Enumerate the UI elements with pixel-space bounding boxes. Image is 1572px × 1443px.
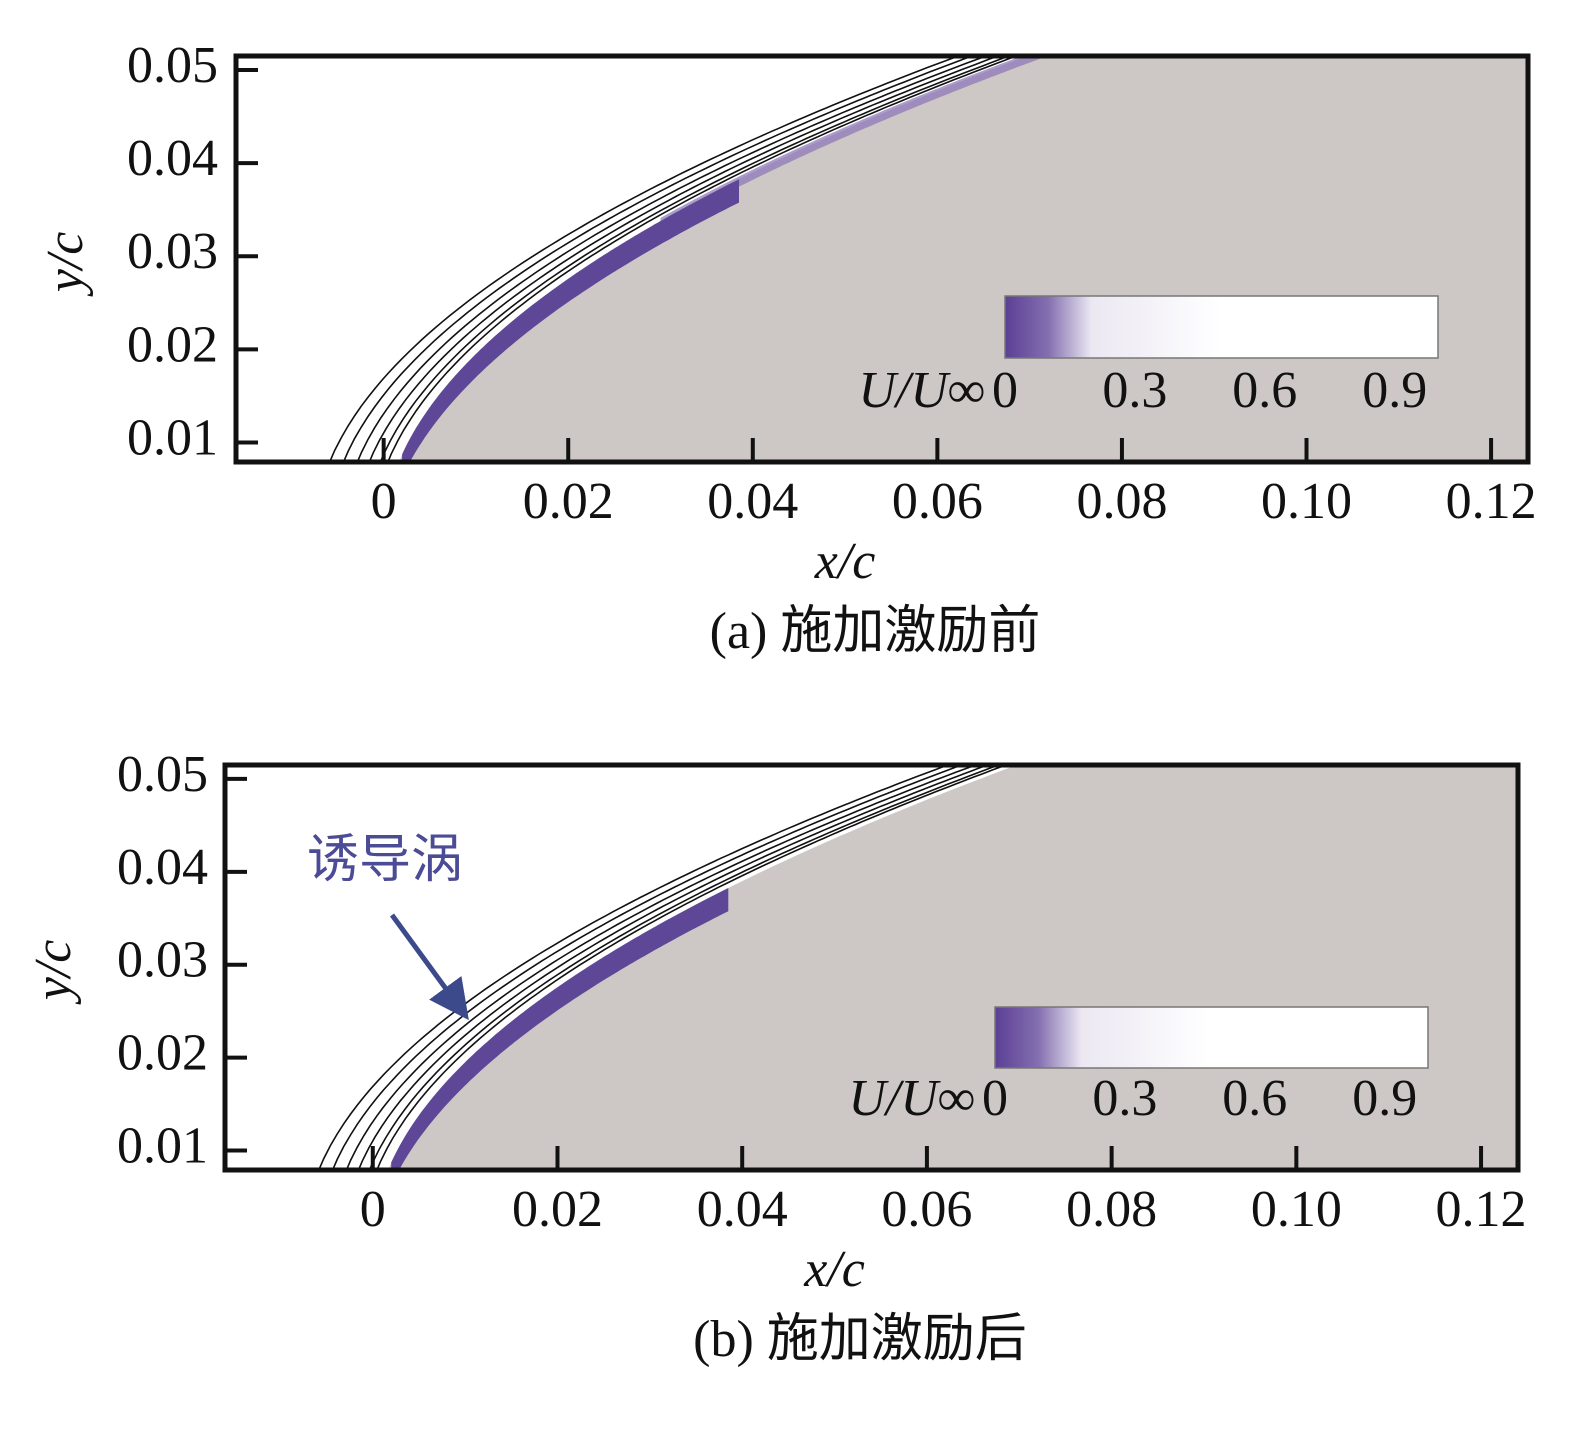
x-tick-label: 0.04: [697, 1181, 788, 1238]
x-tick-label: 0.06: [892, 473, 983, 530]
y-tick-label: 0.02: [127, 316, 218, 373]
x-axis-label: x/c: [814, 533, 876, 590]
y-axis-label: y/c: [25, 940, 82, 1006]
x-tick-label: 0.12: [1446, 473, 1537, 530]
x-tick-label: 0.08: [1076, 473, 1167, 530]
y-tick-label: 0.01: [127, 409, 218, 466]
x-tick-label: 0.06: [881, 1181, 972, 1238]
contour-line: [342, 56, 975, 462]
reverse-flow-band: [402, 179, 739, 462]
axes-frame: [233, 53, 1531, 465]
colorbar: [1004, 295, 1439, 359]
contour-line: [345, 765, 978, 1170]
contour-line: [331, 765, 964, 1170]
colorbar-tick-label: 0.6: [1222, 1070, 1287, 1127]
colorbar: [994, 1006, 1429, 1069]
y-tick-label: 0.04: [127, 130, 218, 187]
contour-line: [368, 765, 1001, 1170]
x-tick-label: 0.02: [512, 1181, 603, 1238]
contour-line: [317, 765, 950, 1170]
x-tick-label: 0.04: [707, 473, 798, 530]
y-tick-label: 0.03: [127, 223, 218, 280]
contour-line: [376, 765, 1009, 1170]
airfoil-region: [399, 56, 1528, 462]
x-tick-label: 0.02: [523, 473, 614, 530]
x-tick-label: 0.12: [1436, 1181, 1527, 1238]
colorbar-tick-label: 0.9: [1352, 1070, 1417, 1127]
reverse-flow-band: [391, 888, 729, 1170]
colorbar-label: U/U∞: [848, 1070, 975, 1127]
y-tick-label: 0.01: [117, 1117, 208, 1174]
plot-area: [236, 56, 1528, 462]
x-tick-label: 0.10: [1251, 1181, 1342, 1238]
contour-line: [356, 56, 989, 462]
colorbar-tick-label: 0.3: [1092, 1070, 1157, 1127]
caption: (b) 施加激励后: [693, 1311, 1027, 1368]
x-tick-label: 0: [360, 1181, 386, 1238]
y-tick-label: 0.05: [117, 746, 208, 803]
annotation: 诱导涡: [307, 832, 463, 889]
x-tick-label: 0.08: [1066, 1181, 1157, 1238]
y-axis-label: y/c: [37, 232, 94, 298]
annotation-arrow: [389, 913, 469, 1021]
x-tick-label: 0: [371, 473, 397, 530]
contour-line: [387, 56, 1019, 462]
colorbar-tick-label: 0.9: [1362, 362, 1427, 419]
colorbar-tick-label: 0: [982, 1070, 1008, 1127]
contour-line: [379, 56, 1012, 462]
y-tick-label: 0.02: [117, 1025, 208, 1082]
x-tick-label: 0.10: [1261, 473, 1352, 530]
y-tick-label: 0.05: [127, 37, 218, 94]
y-tick-label: 0.03: [117, 932, 208, 989]
colorbar-tick-label: 0.6: [1232, 362, 1297, 419]
colorbar-tick-label: 0.3: [1102, 362, 1167, 419]
caption: (a) 施加激励前: [710, 603, 1041, 660]
colorbar-label: U/U∞: [858, 362, 985, 419]
contour-line: [328, 56, 961, 462]
axes-frame: [222, 762, 1521, 1173]
plot-area: [225, 765, 1518, 1170]
colorbar-tick-label: 0: [992, 362, 1018, 419]
x-axis-label: x/c: [803, 1241, 865, 1298]
y-tick-label: 0.04: [117, 839, 208, 896]
